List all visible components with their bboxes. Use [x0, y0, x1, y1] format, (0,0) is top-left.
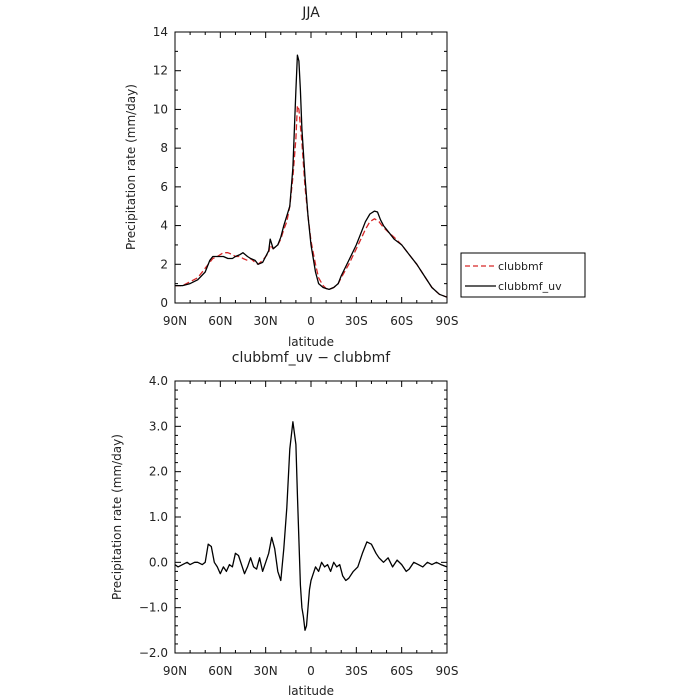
y-tick-label: 6 — [160, 180, 168, 194]
x-tick-label: 60N — [208, 314, 232, 328]
y-tick-label: 1.0 — [149, 510, 168, 524]
x-axis-label-top: latitude — [288, 335, 334, 349]
y-tick-label: 0 — [160, 296, 168, 310]
x-tick-label: 60N — [208, 664, 232, 678]
y-tick-label: 10 — [153, 102, 168, 116]
y-tick-label: 14 — [153, 25, 168, 39]
plot-frame-top — [174, 31, 448, 304]
x-tick-label: 0 — [307, 664, 315, 678]
y-tick-label: 3.0 — [149, 419, 168, 433]
legend-label-clubbmf-uv: clubbmf_uv — [498, 280, 562, 293]
y-tick-labels-top: 0 2 4 6 8 10 12 14 — [153, 25, 168, 310]
x-tick-label: 30N — [254, 664, 278, 678]
y-tick-label: 0.0 — [149, 555, 168, 569]
chart-title-jja: JJA — [301, 5, 320, 21]
x-tick-label: 90N — [163, 664, 187, 678]
x-tick-label: 0 — [307, 314, 315, 328]
series-line-top-clubbmf-uv — [175, 54, 448, 298]
legend: clubbmf clubbmf_uv — [460, 252, 586, 298]
x-tick-label: 60S — [390, 314, 413, 328]
panel-jja: JJA 90N 60N 30N 0 30S 60S 90S 0 2 4 6 8 10 12 14 lati… — [124, 5, 458, 349]
x-tick-label: 60S — [390, 664, 413, 678]
series-lines-bottom — [174, 421, 448, 631]
legend-label-clubbmf: clubbmf — [498, 260, 544, 273]
legend-box — [460, 252, 586, 298]
x-tick-labels-top: 90N 60N 30N 0 30S 60S 90S — [163, 314, 459, 328]
y-tick-label: −2.0 — [139, 646, 168, 660]
series-line-bottom-difference — [174, 421, 448, 631]
x-tick-label: 90S — [436, 664, 459, 678]
x-tick-label: 90N — [163, 314, 187, 328]
tick-marks-top — [174, 31, 448, 304]
y-tick-label: 2.0 — [149, 465, 168, 479]
x-tick-label: 30S — [345, 664, 368, 678]
y-tick-label: 4 — [160, 219, 168, 233]
y-axis-label-top: Precipitation rate (mm/day) — [124, 84, 138, 250]
series-line-top-clubbmf — [175, 104, 448, 298]
y-tick-label: 2 — [160, 257, 168, 271]
y-tick-label: 8 — [160, 141, 168, 155]
x-axis-label-bottom: latitude — [288, 684, 334, 698]
panel-difference: clubbmf_uv − clubbmf 90N 60N 30N 0 30S 60S 90S… — [110, 350, 458, 698]
series-lines-top — [175, 54, 448, 298]
y-tick-label: 4.0 — [149, 374, 168, 388]
y-tick-label: −1.0 — [139, 601, 168, 615]
y-tick-label: 12 — [153, 64, 168, 78]
y-tick-labels-bottom: −2.0 −1.0 0.0 1.0 2.0 3.0 4.0 — [139, 374, 168, 660]
x-tick-label: 30S — [345, 314, 368, 328]
x-tick-labels-bottom: 90N 60N 30N 0 30S 60S 90S — [163, 664, 459, 678]
tick-marks-bottom — [174, 380, 448, 654]
plot-frame-bottom — [174, 380, 448, 654]
x-tick-label: 90S — [436, 314, 459, 328]
chart-title-difference: clubbmf_uv − clubbmf — [232, 350, 391, 366]
y-axis-label-bottom: Precipitation rate (mm/day) — [110, 434, 124, 600]
x-tick-label: 30N — [254, 314, 278, 328]
